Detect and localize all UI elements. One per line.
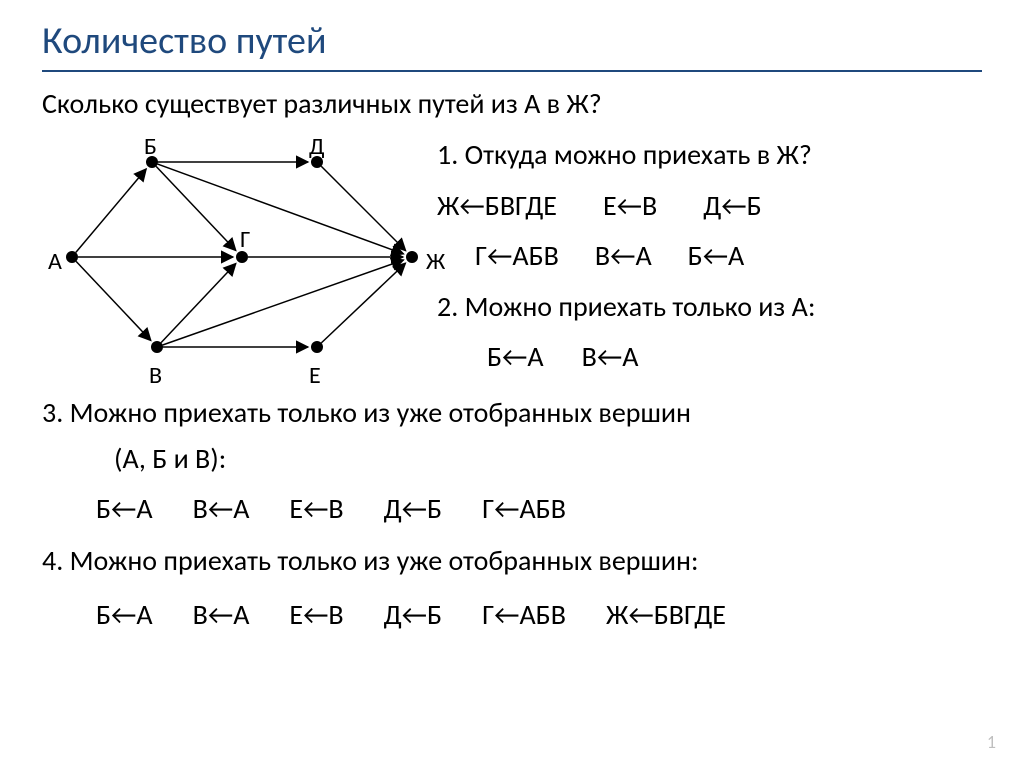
rel: Д←Б [384, 594, 442, 636]
graph-edge [76, 261, 151, 340]
graph-node [406, 251, 418, 263]
rel: В←А [193, 594, 250, 636]
rel: Д←Б [703, 186, 761, 227]
graph-edge [161, 264, 236, 343]
rel: Ж←БВГДЕ [437, 186, 557, 227]
graph-node-label: Е [309, 361, 321, 390]
rel: Б←А [96, 488, 153, 530]
graph-node-label: Б [144, 132, 157, 161]
graph-node-label: В [149, 361, 162, 390]
step1-row1: Ж←БВГДЕ Е←В Д←Б [437, 186, 982, 227]
rel: В←А [582, 337, 639, 378]
title-rule [42, 70, 982, 72]
graph-edge [76, 169, 146, 253]
graph-node-label: А [48, 247, 62, 276]
step3-line2: (А, Б и В): [42, 438, 982, 480]
rel: Е←В [289, 594, 343, 636]
rel: В←А [193, 488, 250, 530]
step3-line1: 3. Можно приехать только из уже отобранн… [42, 392, 982, 434]
slide-title: Количество путей [42, 18, 982, 64]
rel: Ж←БВГДЕ [606, 594, 726, 636]
body-block: 3. Можно приехать только из уже отобранн… [42, 392, 982, 636]
rel: Д←Б [384, 488, 442, 530]
graph-node [151, 341, 163, 353]
rel: Е←В [603, 186, 657, 227]
rel: Г←АБВ [482, 488, 566, 530]
step2-row: Б←А В←А [437, 337, 982, 378]
rel: Г←АБВ [475, 236, 559, 277]
graph-edge [321, 166, 405, 250]
rel: Е←В [289, 488, 343, 530]
step3-row: Б←А В←А Е←В Д←Б Г←АБВ [42, 488, 982, 530]
graph-edge [156, 166, 236, 250]
graph-node-label: Ж [426, 247, 445, 276]
rel: Б←А [487, 337, 544, 378]
rel: В←А [595, 236, 652, 277]
graph-edge [158, 164, 404, 254]
graph-node-label: Д [309, 132, 324, 161]
step1-heading: 1. Откуда можно приехать в Ж? [437, 135, 982, 176]
graph-node [311, 341, 323, 353]
main-question: Сколько существует различных путей из А … [42, 86, 982, 121]
step4-heading: 4. Можно приехать только из уже отобранн… [42, 540, 982, 582]
top-row: А Б В Г Д Е Ж 1. Откуда можно приехать в Ж? Ж←… [42, 127, 982, 388]
rel: Г←АБВ [482, 594, 566, 636]
rel: Б←А [96, 594, 153, 636]
step2-heading: 2. Можно приехать только из А: [437, 287, 982, 328]
step1-row2: Г←АБВ В←А Б←А [437, 236, 982, 277]
slide: Количество путей Сколько существует разл… [0, 0, 1024, 767]
graph-diagram: АБВГДЕЖ [42, 127, 437, 377]
page-number: 1 [987, 731, 996, 753]
graph-edge [321, 263, 405, 343]
rel: Б←А [688, 236, 745, 277]
graph-node-label: Г [240, 225, 250, 254]
graph-svg [42, 127, 437, 387]
step4-row: Б←А В←А Е←В Д←Б Г←АБВ Ж←БВГДЕ [42, 594, 982, 636]
side-text: 1. Откуда можно приехать в Ж? Ж←БВГДЕ Е←… [437, 127, 982, 388]
graph-node [66, 251, 78, 263]
